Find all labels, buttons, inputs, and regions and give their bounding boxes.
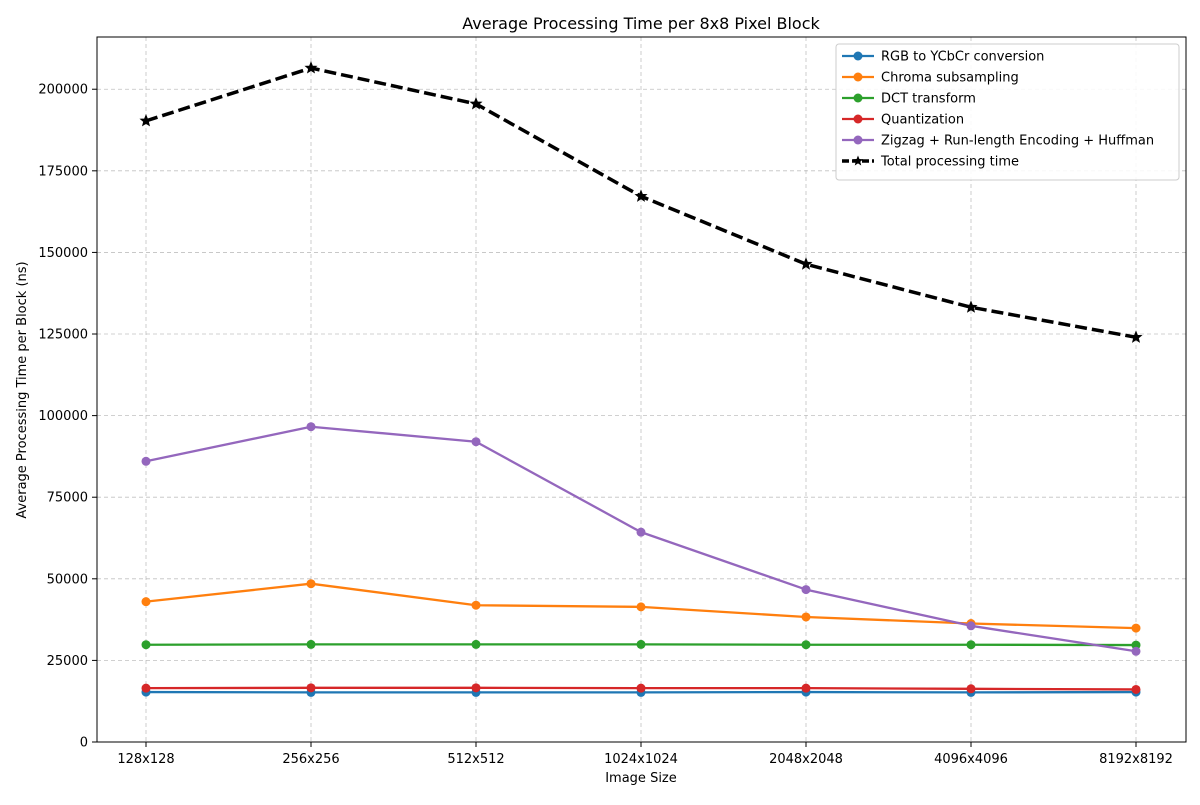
data-point xyxy=(967,684,976,693)
data-point xyxy=(307,422,316,431)
y-tick-label: 100000 xyxy=(38,409,88,424)
y-tick-label: 150000 xyxy=(38,246,88,261)
data-point xyxy=(637,528,646,537)
data-point xyxy=(802,585,811,594)
data-point xyxy=(306,63,316,73)
x-tick-label: 4096x4096 xyxy=(934,752,1008,767)
y-tick-label: 200000 xyxy=(38,83,88,98)
data-point xyxy=(141,115,151,125)
data-point xyxy=(472,601,481,610)
series-chroma-subsampling xyxy=(142,579,1141,632)
data-point xyxy=(802,640,811,649)
data-point xyxy=(967,640,976,649)
data-point xyxy=(802,612,811,621)
legend-label: Quantization xyxy=(881,113,964,128)
x-tick-label: 256x256 xyxy=(282,752,339,767)
chart-title: Average Processing Time per 8x8 Pixel Bl… xyxy=(462,14,820,33)
data-point xyxy=(472,683,481,692)
data-point xyxy=(142,684,151,693)
legend-label: Total processing time xyxy=(880,155,1019,170)
y-tick-label: 0 xyxy=(80,736,88,751)
data-point xyxy=(307,640,316,649)
data-point xyxy=(966,302,976,312)
data-point xyxy=(1131,332,1141,342)
data-point xyxy=(1132,685,1141,694)
y-tick-label: 175000 xyxy=(38,164,88,179)
legend-marker xyxy=(854,136,863,145)
data-point xyxy=(637,640,646,649)
data-point xyxy=(142,597,151,606)
y-tick-label: 25000 xyxy=(47,654,88,669)
legend: RGB to YCbCr conversion Chroma subsamplin… xyxy=(836,44,1179,180)
y-tick-label: 50000 xyxy=(47,572,88,587)
legend-marker xyxy=(854,52,863,61)
x-tick-label: 128x128 xyxy=(117,752,174,767)
y-tick-label: 75000 xyxy=(47,491,88,506)
legend-item-zigzag-run-length-encoding-huffman: Zigzag + Run-length Encoding + Huffman xyxy=(842,134,1154,149)
data-point xyxy=(637,684,646,693)
data-point xyxy=(967,621,976,630)
legend-label: DCT transform xyxy=(881,92,976,107)
legend-marker xyxy=(854,94,863,103)
y-tick-label: 125000 xyxy=(38,328,88,343)
x-axis-label: Image Size xyxy=(605,771,677,786)
legend-label: RGB to YCbCr conversion xyxy=(881,50,1044,65)
data-point xyxy=(801,259,811,269)
data-point xyxy=(472,640,481,649)
data-point xyxy=(307,579,316,588)
x-tick-label: 2048x2048 xyxy=(769,752,843,767)
series-dct-transform xyxy=(142,640,1141,650)
legend-marker xyxy=(854,115,863,124)
y-axis-label: Average Processing Time per Block (ns) xyxy=(15,261,30,518)
legend-label: Zigzag + Run-length Encoding + Huffman xyxy=(881,134,1154,149)
data-point xyxy=(1132,647,1141,656)
legend-label: Chroma subsampling xyxy=(881,71,1019,86)
data-point xyxy=(142,457,151,466)
x-tick-label: 1024x1024 xyxy=(604,752,678,767)
legend-marker xyxy=(854,73,863,82)
x-tick-label: 8192x8192 xyxy=(1099,752,1173,767)
x-tick-label: 512x512 xyxy=(447,752,504,767)
data-point xyxy=(1132,624,1141,633)
data-point xyxy=(472,437,481,446)
data-point xyxy=(142,640,151,649)
data-point xyxy=(637,602,646,611)
data-point xyxy=(802,684,811,693)
data-point xyxy=(307,683,316,692)
